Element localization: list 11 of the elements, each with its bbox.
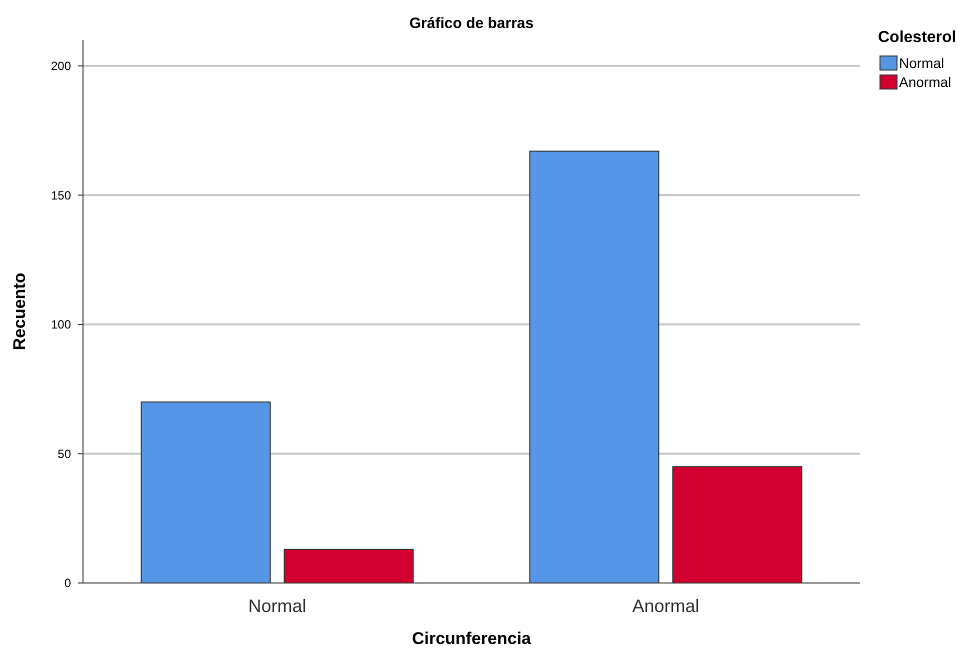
legend-label: Normal: [899, 54, 944, 71]
y-tick-label: 100: [50, 318, 72, 332]
y-axis-title: Recuento: [10, 272, 29, 350]
x-axis-title: Circunferencia: [412, 629, 532, 648]
legend-title: Colesterol: [878, 29, 956, 46]
y-tick-label: 150: [50, 188, 72, 202]
y-tick-label: 50: [58, 446, 72, 461]
chart-title: Gráfico de barras: [409, 15, 534, 32]
y-tick-label: 200: [50, 59, 72, 74]
y-tick-label: 0: [64, 576, 72, 590]
legend-label: Anormal: [899, 74, 952, 90]
